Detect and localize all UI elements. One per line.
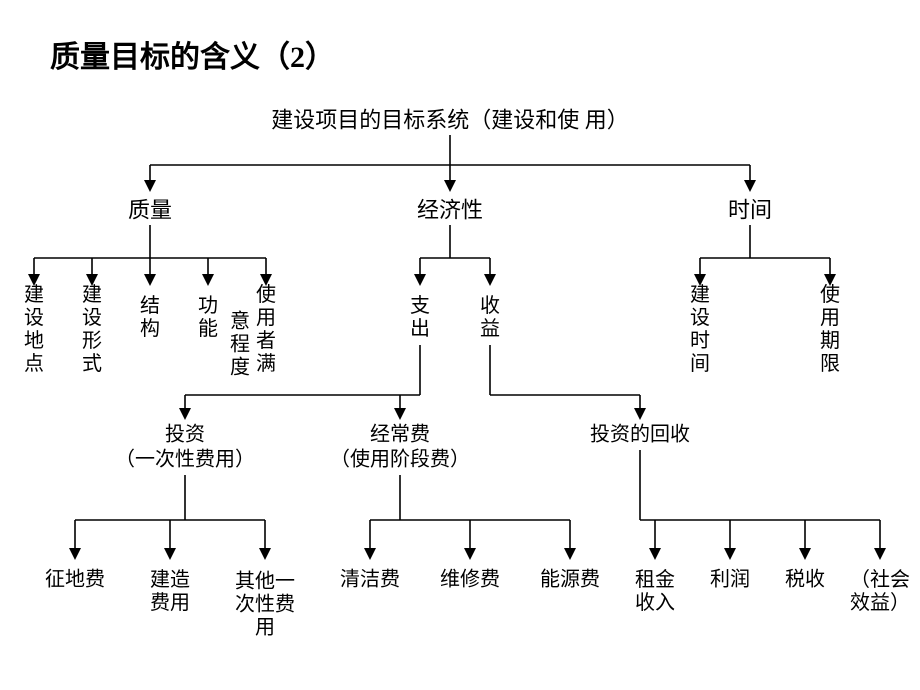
node-quality: 质量 <box>128 197 172 222</box>
node-i2: 建造 费用 <box>150 569 190 615</box>
node-q4: 功 能 <box>198 295 218 341</box>
node-i3: 其他一 次性费 用 <box>235 571 295 640</box>
node-i1: 征地费 <box>45 569 105 592</box>
page-title: 质量目标的含义（2） <box>50 32 335 76</box>
node-q1: 建 设 地 点 <box>24 284 44 376</box>
node-r2: 维修费 <box>440 569 500 592</box>
node-econ: 经济性 <box>417 197 483 222</box>
node-roi: 投资的回收 <box>590 424 690 447</box>
node-invb: （一次性费用） <box>115 449 255 472</box>
node-e2: 收 益 <box>480 295 500 341</box>
node-r3: 能源费 <box>540 569 600 592</box>
node-p3: 税收 <box>785 569 825 592</box>
node-p2: 利润 <box>710 569 750 592</box>
node-q2: 建 设 形 式 <box>82 284 102 376</box>
node-q3: 结 构 <box>140 295 160 341</box>
node-q5: 使 用 者 满 <box>256 284 276 376</box>
node-reg: 经常费 <box>370 424 430 447</box>
node-r1: 清洁费 <box>340 569 400 592</box>
node-p1: 租金 收入 <box>635 569 675 615</box>
node-e1: 支 出 <box>410 295 430 341</box>
node-regb: （使用阶段费） <box>330 449 470 472</box>
node-q5b: 意 程 度 <box>230 311 250 380</box>
node-t2: 使 用 期 限 <box>820 284 840 376</box>
node-p4: （社会 效益） <box>850 569 910 615</box>
node-time: 时间 <box>728 197 772 222</box>
node-inv: 投资 <box>165 424 205 447</box>
node-root: 建设项目的目标系统（建设和使 用） <box>271 107 629 132</box>
node-t1: 建 设 时 间 <box>690 284 710 376</box>
